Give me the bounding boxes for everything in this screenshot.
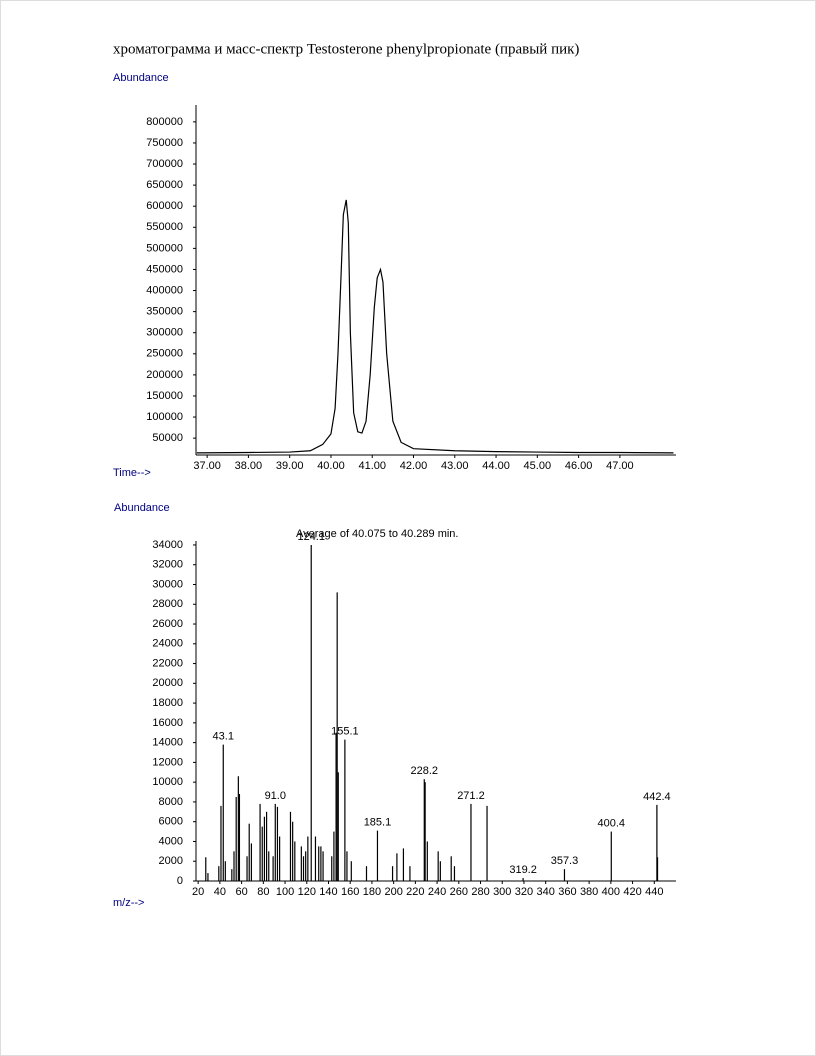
y-tick-label: 350000 bbox=[146, 306, 183, 318]
peak-label: 319.2 bbox=[509, 864, 537, 876]
x-tick-label: 40 bbox=[214, 886, 226, 898]
x-tick-label: 220 bbox=[406, 886, 424, 898]
y-tick-label: 250000 bbox=[146, 348, 183, 360]
y-tick-label: 30000 bbox=[152, 578, 183, 590]
y-tick-label: 26000 bbox=[152, 618, 183, 630]
x-tick-label: 440 bbox=[645, 886, 663, 898]
x-tick-label: 44.00 bbox=[482, 460, 510, 472]
y-tick-label: 700000 bbox=[146, 158, 183, 170]
peak-label: 124.1 bbox=[297, 531, 325, 543]
x-tick-label: 340 bbox=[537, 886, 555, 898]
x-tick-label: 120 bbox=[298, 886, 316, 898]
y-tick-label: 20000 bbox=[152, 677, 183, 689]
peak-label: 91.0 bbox=[265, 790, 286, 802]
peak-label: 185.1 bbox=[364, 816, 392, 828]
peak-label: 271.2 bbox=[457, 790, 485, 802]
peak-label: 155.1 bbox=[331, 726, 359, 738]
peak-label: 400.4 bbox=[598, 817, 626, 829]
x-tick-label: 41.00 bbox=[358, 460, 386, 472]
y-tick-label: 22000 bbox=[152, 657, 183, 669]
x-tick-label: 46.00 bbox=[565, 460, 593, 472]
y-tick-label: 28000 bbox=[152, 598, 183, 610]
y-tick-label: 18000 bbox=[152, 697, 183, 709]
y-tick-label: 10000 bbox=[152, 776, 183, 788]
x-tick-label: 320 bbox=[515, 886, 533, 898]
y-tick-label: 0 bbox=[177, 875, 183, 887]
y-tick-label: 50000 bbox=[152, 432, 183, 444]
y-tick-label: 800000 bbox=[146, 116, 183, 128]
x-tick-label: 45.00 bbox=[524, 460, 552, 472]
y-tick-label: 450000 bbox=[146, 263, 183, 275]
y-tick-label: 500000 bbox=[146, 242, 183, 254]
y-tick-label: 600000 bbox=[146, 200, 183, 212]
y-tick-label: 650000 bbox=[146, 179, 183, 191]
x-tick-label: 300 bbox=[493, 886, 511, 898]
x-tick-label: 43.00 bbox=[441, 460, 469, 472]
y-tick-label: 32000 bbox=[152, 559, 183, 571]
y-tick-label: 300000 bbox=[146, 327, 183, 339]
x-tick-label: 200 bbox=[384, 886, 402, 898]
x-tick-label: 160 bbox=[341, 886, 359, 898]
x-tick-label: 280 bbox=[471, 886, 489, 898]
x-tick-label: 140 bbox=[319, 886, 337, 898]
x-tick-label: 47.00 bbox=[606, 460, 634, 472]
x-tick-label: 42.00 bbox=[400, 460, 428, 472]
peak-label: 228.2 bbox=[411, 765, 439, 777]
peak-label: 43.1 bbox=[213, 731, 234, 743]
x-tick-label: 360 bbox=[558, 886, 576, 898]
y-tick-label: 24000 bbox=[152, 638, 183, 650]
y-tick-label: 200000 bbox=[146, 369, 183, 381]
x-tick-label: 380 bbox=[580, 886, 598, 898]
x-axis-title: Time--> bbox=[113, 467, 151, 479]
y-tick-label: 14000 bbox=[152, 737, 183, 749]
y-tick-label: 34000 bbox=[152, 539, 183, 551]
y-tick-label: 550000 bbox=[146, 221, 183, 233]
x-tick-label: 180 bbox=[363, 886, 381, 898]
peak-label: 442.4 bbox=[643, 791, 671, 803]
x-tick-label: 60 bbox=[235, 886, 247, 898]
y-tick-label: 4000 bbox=[159, 835, 183, 847]
y-tick-label: 150000 bbox=[146, 390, 183, 402]
y-tick-label: 6000 bbox=[159, 816, 183, 828]
x-tick-label: 20 bbox=[192, 886, 204, 898]
peak-label: 357.3 bbox=[551, 855, 579, 867]
x-tick-label: 260 bbox=[450, 886, 468, 898]
x-tick-label: 80 bbox=[257, 886, 269, 898]
y-tick-label: 12000 bbox=[152, 756, 183, 768]
page-heading: хроматограмма и масс-спектр Testosterone… bbox=[113, 41, 579, 57]
x-tick-label: 240 bbox=[428, 886, 446, 898]
y-tick-label: 750000 bbox=[146, 137, 183, 149]
y-tick-label: 8000 bbox=[159, 796, 183, 808]
x-tick-label: 420 bbox=[623, 886, 641, 898]
trace bbox=[196, 199, 674, 454]
y-tick-label: 2000 bbox=[159, 855, 183, 867]
y-axis-title: Abundance bbox=[114, 502, 170, 514]
x-tick-label: 39.00 bbox=[276, 460, 304, 472]
y-tick-label: 100000 bbox=[146, 411, 183, 423]
x-tick-label: 100 bbox=[276, 886, 294, 898]
x-axis-title: m/z--> bbox=[113, 897, 144, 909]
x-tick-label: 40.00 bbox=[317, 460, 345, 472]
x-tick-label: 37.00 bbox=[193, 460, 221, 472]
annotation: Average of 40.075 to 40.289 min. bbox=[296, 528, 458, 540]
x-tick-label: 400 bbox=[602, 886, 620, 898]
y-tick-label: 16000 bbox=[152, 717, 183, 729]
y-tick-label: 400000 bbox=[146, 284, 183, 296]
x-tick-label: 38.00 bbox=[235, 460, 263, 472]
y-axis-title: Abundance bbox=[113, 72, 169, 84]
